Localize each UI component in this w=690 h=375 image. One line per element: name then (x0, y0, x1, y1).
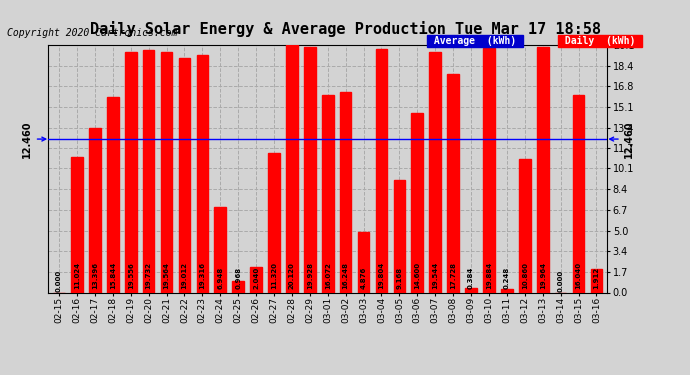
Text: 0.248: 0.248 (504, 267, 510, 289)
Bar (179, 58, 190, 292)
Text: 19.012: 19.012 (181, 262, 188, 289)
Bar (125, 52, 137, 292)
Text: 2.040: 2.040 (253, 267, 259, 289)
Bar (375, 49, 387, 292)
Text: 19.732: 19.732 (146, 262, 152, 289)
Bar (233, 280, 244, 292)
Bar (447, 74, 459, 292)
Bar (89, 128, 101, 292)
Text: 0.000: 0.000 (558, 270, 564, 292)
Bar (573, 95, 584, 292)
Text: 0.384: 0.384 (468, 266, 474, 289)
Bar (322, 94, 333, 292)
Text: 4.876: 4.876 (361, 267, 366, 289)
Text: 1.912: 1.912 (593, 267, 600, 289)
Bar (357, 232, 369, 292)
Bar (143, 50, 155, 292)
Text: 0.000: 0.000 (56, 270, 62, 292)
Text: 0.968: 0.968 (235, 267, 242, 289)
Bar (501, 290, 513, 292)
Text: 19.928: 19.928 (307, 262, 313, 289)
Text: 15.844: 15.844 (110, 261, 116, 289)
Text: Average  (kWh): Average (kWh) (428, 36, 522, 46)
Text: 13.396: 13.396 (92, 262, 98, 289)
Bar (197, 55, 208, 292)
Text: 12.460: 12.460 (22, 120, 46, 158)
Text: 19.804: 19.804 (379, 261, 384, 289)
Text: 19.556: 19.556 (128, 262, 134, 289)
Text: 10.860: 10.860 (522, 262, 528, 289)
Text: 16.040: 16.040 (575, 262, 582, 289)
Bar (286, 45, 298, 292)
Bar (215, 207, 226, 292)
Text: 11.320: 11.320 (271, 262, 277, 289)
Bar (71, 157, 83, 292)
Text: 9.168: 9.168 (396, 267, 402, 289)
Text: 17.728: 17.728 (450, 262, 456, 289)
Text: 19.964: 19.964 (540, 262, 546, 289)
Bar (429, 52, 441, 292)
Bar (393, 180, 405, 292)
Bar (483, 48, 495, 292)
Bar (304, 47, 315, 292)
Bar (340, 92, 351, 292)
Text: 19.316: 19.316 (199, 262, 206, 289)
Text: 6.948: 6.948 (217, 267, 224, 289)
Bar (250, 267, 262, 292)
Bar (268, 153, 280, 292)
Text: 16.248: 16.248 (343, 262, 348, 289)
Text: 20.120: 20.120 (289, 262, 295, 289)
Text: Daily Solar Energy & Average Production Tue Mar 17 18:58: Daily Solar Energy & Average Production … (90, 21, 600, 37)
Text: 19.544: 19.544 (432, 261, 438, 289)
Bar (107, 98, 119, 292)
Text: 19.884: 19.884 (486, 261, 492, 289)
Bar (161, 52, 172, 292)
Text: Copyright 2020 Cartronics.com: Copyright 2020 Cartronics.com (7, 28, 177, 38)
Text: 16.072: 16.072 (325, 262, 331, 289)
Bar (591, 269, 602, 292)
Bar (537, 46, 549, 292)
Text: 11.024: 11.024 (74, 262, 80, 289)
Bar (411, 113, 423, 292)
Text: 14.600: 14.600 (414, 262, 420, 289)
Bar (519, 159, 531, 292)
Text: Daily  (kWh): Daily (kWh) (559, 36, 641, 46)
Text: 12.460: 12.460 (610, 120, 633, 158)
Bar (465, 288, 477, 292)
Text: 19.564: 19.564 (164, 262, 170, 289)
